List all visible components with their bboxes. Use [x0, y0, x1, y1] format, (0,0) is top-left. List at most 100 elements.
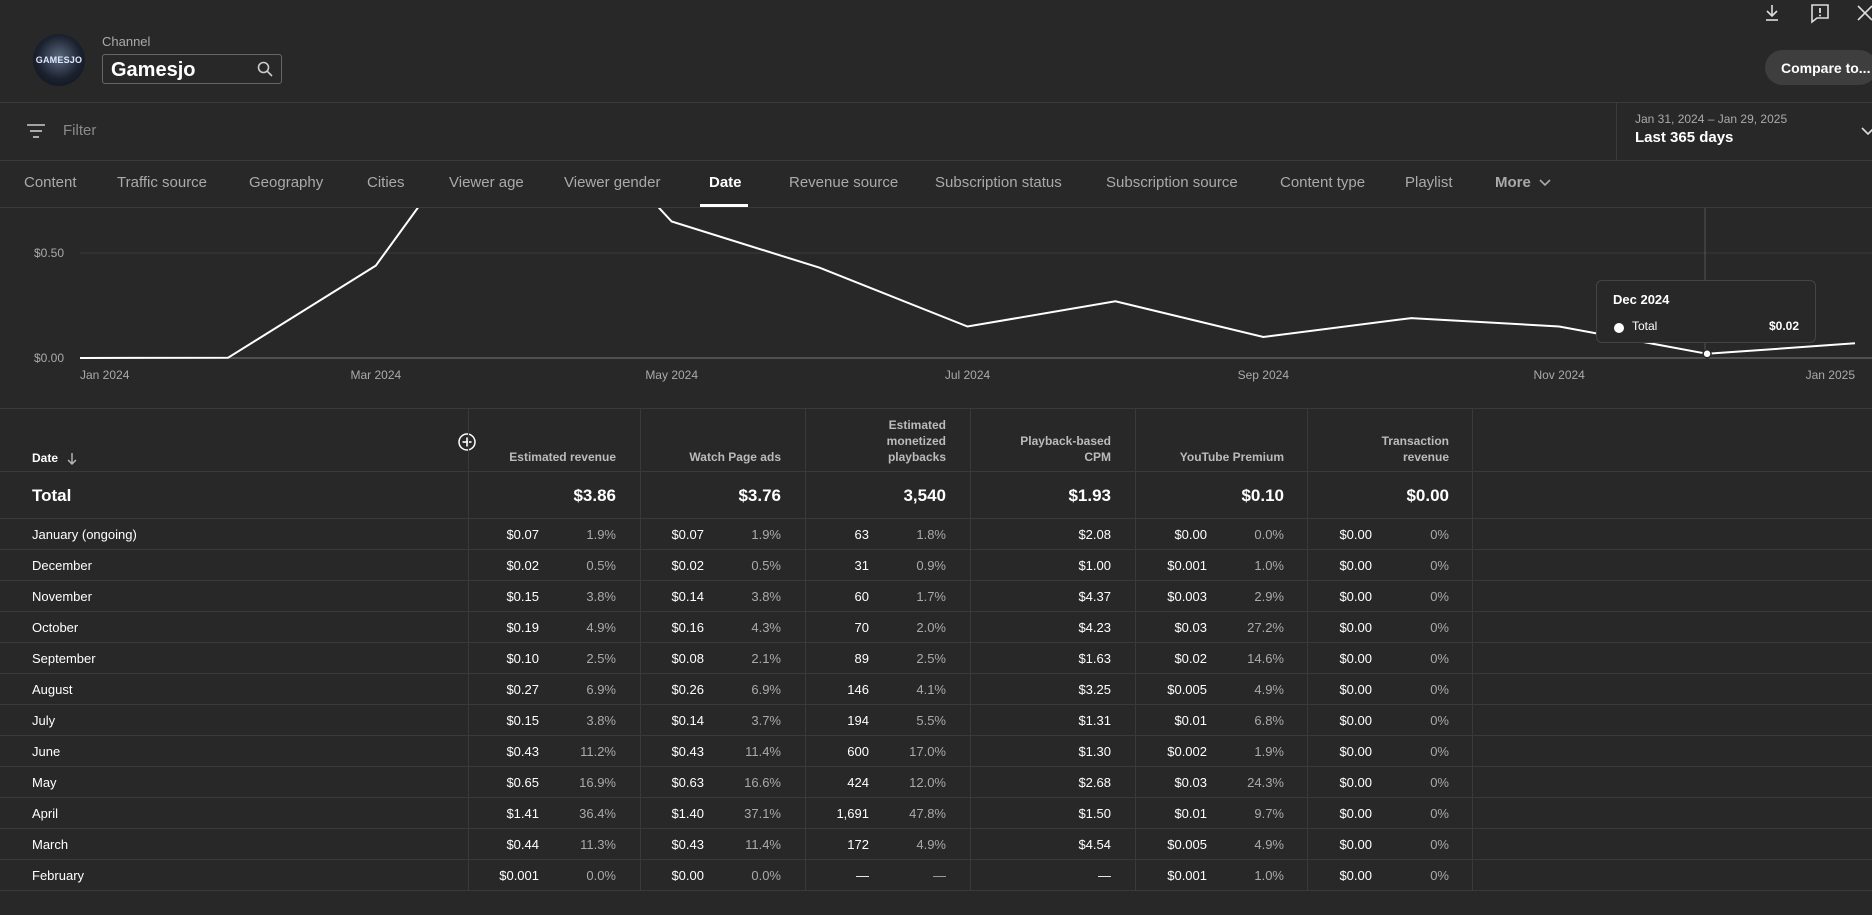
cell-estimated-revenue: $0.07 [506, 527, 539, 542]
tab-content-type[interactable]: Content type [1280, 174, 1366, 191]
table-row[interactable]: June $0.43 11.2% $0.43 11.4% 600 17.0% $1.30 $0.… [0, 736, 1872, 767]
cell-youtube-premium-share: 1.0% [1254, 868, 1284, 883]
x-tick-label: Jan 2024 [80, 368, 130, 382]
row-date-label: August [32, 682, 73, 697]
cell-monetized-playbacks-share: 47.8% [909, 806, 946, 821]
cell-transaction-revenue: $0.00 [1339, 620, 1372, 635]
chevron-down-icon[interactable] [1861, 126, 1872, 136]
table-row[interactable]: September $0.10 2.5% $0.08 2.1% 89 2.5% $1.63 $0… [0, 643, 1872, 674]
compare-button[interactable]: Compare to... [1765, 50, 1872, 85]
cell-monetized-playbacks: 63 [854, 527, 869, 542]
cell-estimated-revenue: $0.001 [499, 868, 539, 883]
chart-tooltip: Dec 2024 Total $0.02 [1596, 280, 1816, 343]
table-row[interactable]: March $0.44 11.3% $0.43 11.4% 172 4.9% $4.54 $0.… [0, 829, 1872, 860]
filter-icon[interactable] [26, 123, 46, 139]
cell-estimated-revenue: $0.10 [506, 651, 539, 666]
cell-youtube-premium-share: 24.3% [1247, 775, 1284, 790]
cell-youtube-premium: $0.03 [1174, 620, 1207, 635]
cell-playback-cpm: — [1098, 868, 1111, 883]
cell-watch-page-ads: $0.26 [671, 682, 704, 697]
table-row[interactable]: May $0.65 16.9% $0.63 16.6% 424 12.0% $2.68 $0.0… [0, 767, 1872, 798]
cell-watch-page-ads-share: 0.5% [751, 558, 781, 573]
column-divider [1135, 408, 1136, 890]
cell-playback-cpm: $2.08 [1078, 527, 1111, 542]
cell-playback-cpm: $1.00 [1078, 558, 1111, 573]
tooltip-series-marker [1614, 323, 1624, 333]
data-point [1702, 349, 1712, 359]
cell-youtube-premium: $0.00 [1174, 527, 1207, 542]
column-header-monetized-playbacks[interactable]: Estimated monetized playbacks [886, 418, 946, 464]
table-row[interactable]: August $0.27 6.9% $0.26 6.9% 146 4.1% $3.25 $0.0… [0, 674, 1872, 705]
tab-subscription-source[interactable]: Subscription source [1106, 174, 1238, 191]
cell-youtube-premium: $0.005 [1167, 837, 1207, 852]
cell-estimated-revenue: $0.19 [506, 620, 539, 635]
cell-watch-page-ads: $0.07 [671, 527, 704, 542]
cell-monetized-playbacks-share: — [933, 868, 946, 883]
column-header-playback-cpm[interactable]: Playback-based CPM [1020, 434, 1111, 464]
column-header-date[interactable]: Date [32, 451, 59, 465]
cell-estimated-revenue: $0.27 [506, 682, 539, 697]
tab-more[interactable]: More [1495, 174, 1551, 191]
table-header: Date Estimated revenue Watch Page ads Es… [0, 408, 1872, 472]
row-date-label: April [32, 806, 59, 821]
cell-watch-page-ads: $0.43 [671, 744, 704, 759]
download-icon[interactable] [1762, 2, 1782, 24]
cell-playback-cpm: $4.23 [1078, 620, 1111, 635]
column-header-transaction-revenue[interactable]: Transaction revenue [1381, 434, 1449, 464]
cell-estimated-revenue-share: 2.5% [586, 651, 616, 666]
cell-youtube-premium-share: 14.6% [1247, 651, 1284, 666]
date-range-picker[interactable]: Jan 31, 2024 – Jan 29, 2025 Last 365 day… [1616, 103, 1872, 160]
revenue-line-chart[interactable]: $0.00 $0.50 Jan 2024 Mar 2024 May 2024 Jul 2… [0, 208, 1872, 408]
cell-watch-page-ads-share: 1.9% [751, 527, 781, 542]
filter-bar[interactable]: Filter [0, 103, 1872, 161]
cell-monetized-playbacks: 89 [854, 651, 869, 666]
cell-watch-page-ads-share: 6.9% [751, 682, 781, 697]
cell-playback-cpm: $1.50 [1078, 806, 1111, 821]
cell-youtube-premium: $0.002 [1167, 744, 1207, 759]
row-date-label: October [32, 620, 79, 635]
tab-traffic-source[interactable]: Traffic source [117, 174, 208, 191]
feedback-icon[interactable] [1809, 2, 1831, 24]
table-row[interactable]: October $0.19 4.9% $0.16 4.3% 70 2.0% $4.23 $0.0… [0, 612, 1872, 643]
channel-avatar[interactable]: GAMESJO [33, 34, 85, 86]
tab-cities[interactable]: Cities [367, 174, 405, 191]
tab-date[interactable]: Date [709, 174, 742, 191]
table-row[interactable]: November $0.15 3.8% $0.14 3.8% 60 1.7% $4.37 $0.… [0, 581, 1872, 612]
x-tick-label: Mar 2024 [350, 368, 401, 382]
search-icon[interactable] [257, 61, 273, 77]
cell-monetized-playbacks: 194 [847, 713, 869, 728]
close-icon[interactable] [1856, 3, 1872, 21]
cell-watch-page-ads-share: 11.4% [745, 837, 781, 852]
filter-input[interactable]: Filter [63, 122, 97, 139]
total-watch-page-ads: $3.76 [738, 486, 781, 505]
table-row[interactable]: January (ongoing) $0.07 1.9% $0.07 1.9% 63 1.8… [0, 519, 1872, 550]
tab-viewer-gender[interactable]: Viewer gender [564, 174, 661, 191]
tab-more-label: More [1495, 174, 1531, 191]
column-header-watch-page-ads[interactable]: Watch Page ads [689, 450, 781, 464]
column-header-youtube-premium[interactable]: YouTube Premium [1179, 450, 1284, 464]
cell-transaction-revenue: $0.00 [1339, 868, 1372, 883]
cell-monetized-playbacks: 1,691 [836, 806, 869, 821]
row-date-label: November [32, 589, 92, 604]
tab-playlist[interactable]: Playlist [1405, 174, 1453, 191]
channel-picker[interactable]: Gamesjo [102, 54, 282, 84]
cell-youtube-premium-share: 4.9% [1254, 682, 1284, 697]
add-column-icon[interactable] [458, 433, 476, 451]
cell-transaction-revenue-share: 0% [1430, 589, 1449, 604]
table-row[interactable]: February $0.001 0.0% $0.00 0.0% — — — $0.001 1.0%… [0, 860, 1872, 891]
cell-playback-cpm: $3.25 [1078, 682, 1111, 697]
table-row[interactable]: December $0.02 0.5% $0.02 0.5% 31 0.9% $1.00 $0.… [0, 550, 1872, 581]
tab-revenue-source[interactable]: Revenue source [789, 174, 899, 191]
tab-subscription-status[interactable]: Subscription status [935, 174, 1062, 191]
cell-monetized-playbacks: 31 [854, 558, 869, 573]
table-row[interactable]: July $0.15 3.8% $0.14 3.7% 194 5.5% $1.31 $0.01 6… [0, 705, 1872, 736]
total-estimated-revenue: $3.86 [573, 486, 616, 505]
tab-content[interactable]: Content [24, 174, 77, 191]
total-transaction-revenue: $0.00 [1406, 486, 1449, 505]
cell-playback-cpm: $4.37 [1078, 589, 1111, 604]
column-header-estimated-revenue[interactable]: Estimated revenue [509, 450, 616, 464]
sort-arrow-down-icon[interactable] [66, 452, 78, 466]
tab-viewer-age[interactable]: Viewer age [449, 174, 524, 191]
tab-geography[interactable]: Geography [249, 174, 324, 191]
table-row[interactable]: April $1.41 36.4% $1.40 37.1% 1,691 47.8% $1.50… [0, 798, 1872, 829]
